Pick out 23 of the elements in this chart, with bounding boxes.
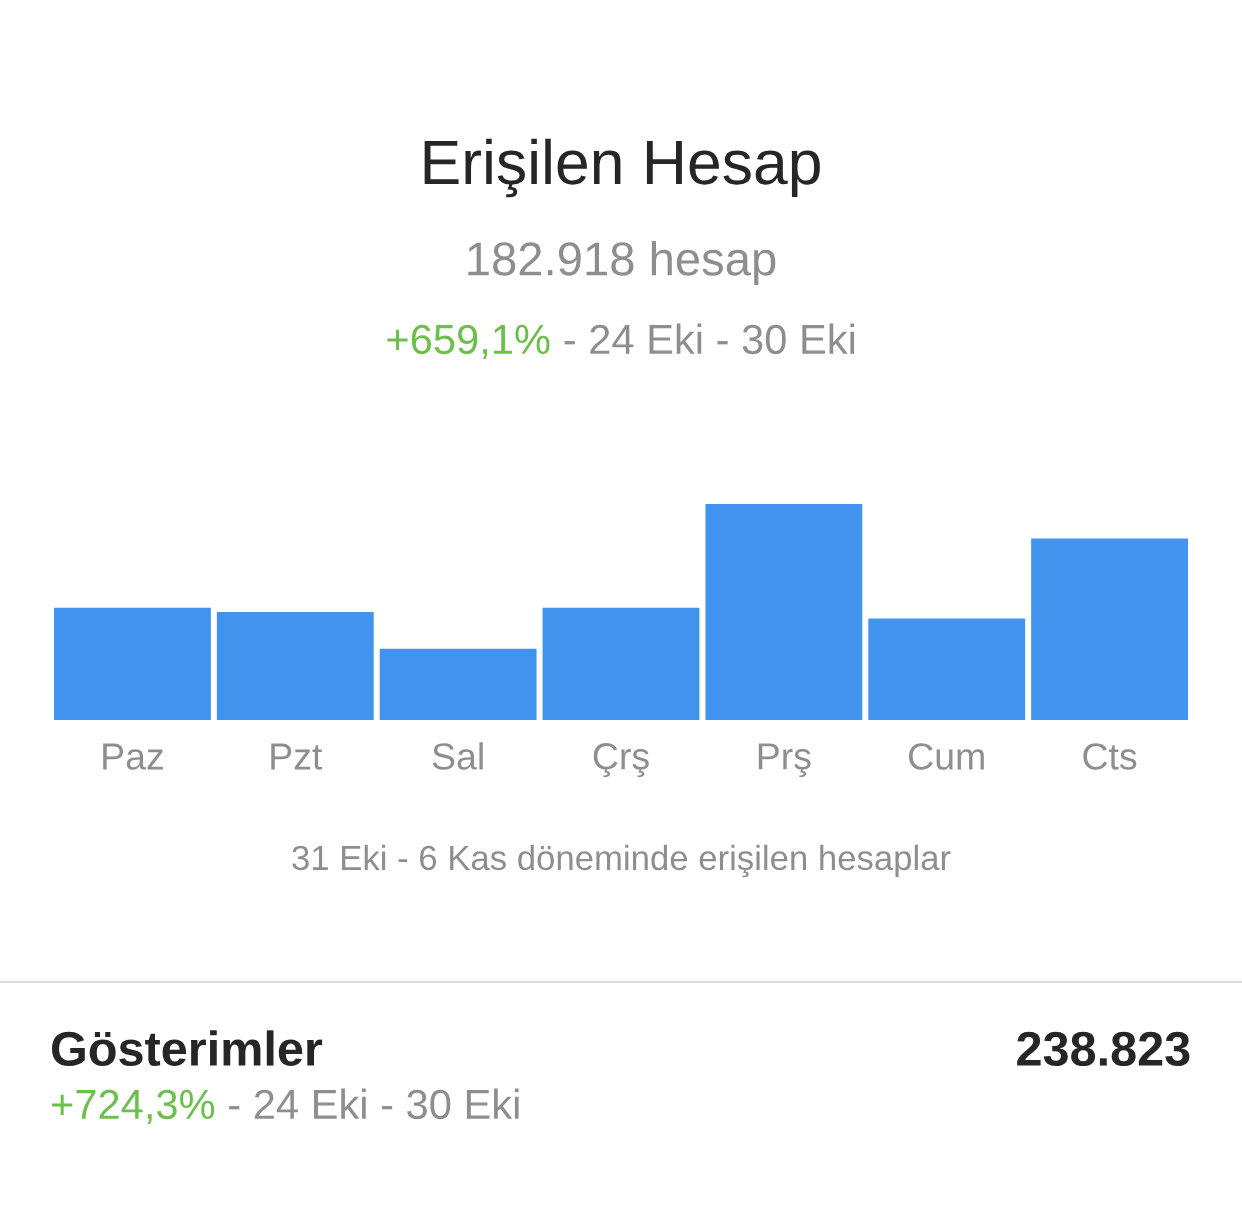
x-tick-label: Prş xyxy=(758,743,811,778)
bar xyxy=(705,504,863,720)
bar xyxy=(54,607,211,720)
text: +724,3% xyxy=(52,1089,215,1125)
bar xyxy=(379,648,537,720)
x-tick-label: Paz xyxy=(103,743,163,770)
x-tick-label: Sal xyxy=(432,742,483,770)
x-tick-label: Çrş xyxy=(593,743,649,778)
text: +659,1% xyxy=(387,324,550,360)
x-tick-label: Pzt xyxy=(271,743,323,770)
bar xyxy=(542,607,700,720)
text: Gösterimler xyxy=(52,1030,323,1067)
chart-subtitle: 182.918 hesap xyxy=(468,240,776,286)
text: - 24 Eki - 30 Eki xyxy=(564,323,855,355)
bar xyxy=(868,618,1026,720)
chart-title: Erişilen Hesap xyxy=(424,138,820,198)
text: - 24 Eki - 30 Eki xyxy=(229,1088,519,1120)
x-tick-label: Cts xyxy=(1083,743,1137,770)
x-axis-title: 31 Eki - 6 Kas döneminde erişilen hesaplar xyxy=(292,844,951,878)
bar xyxy=(216,612,374,720)
text: 238.823 xyxy=(1017,1031,1190,1067)
x-tick-label: Cum xyxy=(909,743,984,770)
bar xyxy=(1031,538,1188,720)
